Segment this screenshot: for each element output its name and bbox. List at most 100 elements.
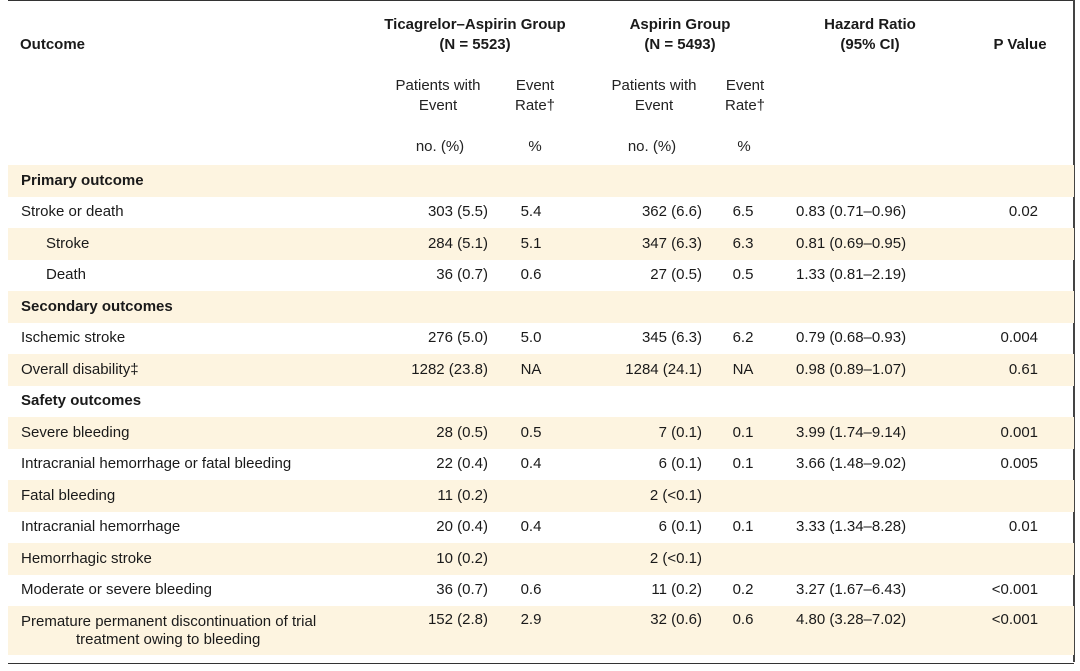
cell-hazard-ratio: 0.79 (0.68–0.93) [796,329,907,347]
cell-p-value: <0.001 [991,581,1039,599]
cell-p-value: 0.001 [967,417,1075,449]
table-row: Overall disability‡ 1282 (23.8) NA 1284 … [8,354,1075,386]
cell-g2-count: 347 (6.3) [574,228,702,260]
cell-g2-count: 362 (6.6) [641,203,702,221]
units-g2-count: no. (%) [627,138,677,155]
cell-g1-count: 1282 (23.8) [368,354,488,386]
cell-p-value [967,480,1075,512]
cell-hazard-ratio [784,480,967,512]
cell-hazard-ratio: 0.83 (0.71–0.96) [796,203,907,221]
header-p-value: P Value [993,36,1047,53]
subheader-g1-patients: Patients with Event [395,77,481,114]
cell-g1-rate: 0.4 [520,518,542,536]
cell-p-value [967,260,1074,292]
cell-g2-count: 6 (0.1) [658,455,702,473]
cell-hazard-ratio [784,543,967,575]
cell-hazard-ratio: 3.27 (1.67–6.43) [796,581,907,599]
row-label: Moderate or severe bleeding [21,581,212,599]
cell-g2-rate [702,543,784,575]
cell-g1-count: 284 (5.1) [368,228,488,260]
cell-p-value [967,543,1075,575]
cell-p-value: 0.004 [1000,329,1039,347]
cell-g1-rate: 0.6 [520,581,542,599]
section-row-secondary: Secondary outcomes [8,291,1075,323]
subheader-g2-rate: Event Rate† [724,77,766,114]
row-label-line1: Premature permanent discontinuation of t… [21,612,317,630]
table-row: Ischemic stroke 276 (5.0) 5.0 345 (6.3) … [8,323,1074,355]
cell-g2-count: 345 (6.3) [641,329,702,347]
section-label: Safety outcomes [21,392,142,410]
cell-g2-count: 2 (<0.1) [574,480,702,512]
cell-g1-rate: NA [488,354,574,386]
table-row: Stroke 284 (5.1) 5.1 347 (6.3) 6.3 0.81 … [8,228,1075,260]
cell-g1-count: 10 (0.2) [368,543,488,575]
cell-g1-rate: 0.4 [520,455,542,473]
cell-g1-rate: 0.6 [520,266,542,284]
table-row: Stroke or death 303 (5.5) 5.4 362 (6.6) … [8,197,1074,229]
section-label: Secondary outcomes [8,291,1075,323]
cell-g2-count: 6 (0.1) [658,518,702,536]
cell-g2-rate: 0.6 [702,606,784,655]
header-outcome: Outcome [20,36,86,53]
cell-hazard-ratio: 4.80 (3.28–7.02) [784,606,967,655]
cell-g2-count: 1284 (24.1) [574,354,702,386]
row-label: Stroke or death [21,203,124,221]
cell-g1-rate: 5.1 [488,228,574,260]
cell-g1-count: 11 (0.2) [368,480,488,512]
cell-g1-rate: 0.5 [488,417,574,449]
cell-hazard-ratio: 3.66 (1.48–9.02) [796,455,907,473]
cell-p-value [967,228,1075,260]
cell-g1-count: 303 (5.5) [427,203,488,221]
table-right-border [1073,0,1075,662]
header-group2-title: Aspirin Group [629,16,731,33]
row-label: Stroke [8,228,368,260]
cell-p-value: 0.61 [967,354,1075,386]
table-row: Death 36 (0.7) 0.6 27 (0.5) 0.5 1.33 (0.… [8,260,1074,292]
table-row: Fatal bleeding 11 (0.2) 2 (<0.1) [8,480,1075,512]
cell-g2-count: 2 (<0.1) [574,543,702,575]
cell-g2-rate: NA [702,354,784,386]
cell-p-value: <0.001 [967,606,1075,655]
cell-g1-count: 276 (5.0) [427,329,488,347]
cell-g2-rate: 6.2 [732,329,754,347]
table-row: Severe bleeding 28 (0.5) 0.5 7 (0.1) 0.1… [8,417,1075,449]
cell-g1-count: 152 (2.8) [368,606,488,655]
cell-g2-rate: 0.1 [732,455,754,473]
cell-g1-count: 36 (0.7) [436,581,488,599]
table-row: Moderate or severe bleeding 36 (0.7) 0.6… [8,575,1074,607]
cell-g2-rate: 6.5 [732,203,754,221]
cell-g1-count: 28 (0.5) [368,417,488,449]
cell-g2-rate: 0.1 [702,417,784,449]
table-row: Hemorrhagic stroke 10 (0.2) 2 (<0.1) [8,543,1075,575]
header-group1-title: Ticagrelor–Aspirin Group [384,16,566,33]
row-label: Overall disability‡ [8,354,368,386]
subheader-g2-patients: Patients with Event [611,77,697,114]
section-row-primary: Primary outcome [8,165,1075,197]
subheader-g1-rate: Event Rate† [514,77,556,114]
cell-hazard-ratio: 3.33 (1.34–8.28) [796,518,907,536]
header-hazard-ci: (95% CI) [840,36,900,53]
cell-g1-rate [488,543,574,575]
cell-g1-rate: 5.4 [520,203,542,221]
row-label: Fatal bleeding [8,480,368,512]
cell-g2-rate [702,480,784,512]
table-row: Intracranial hemorrhage or fatal bleedin… [8,449,1074,481]
row-label: Severe bleeding [8,417,368,449]
cell-g2-count: 32 (0.6) [574,606,702,655]
cell-g1-count: 20 (0.4) [436,518,488,536]
header-group1-n: (N = 5523) [439,36,511,53]
cell-g2-count: 11 (0.2) [651,581,702,599]
table-row: Intracranial hemorrhage 20 (0.4) 0.4 6 (… [8,512,1074,544]
header-group2-n: (N = 5493) [644,36,716,53]
cell-hazard-ratio: 1.33 (0.81–2.19) [796,266,907,284]
cell-p-value: 0.005 [1000,455,1039,473]
cell-g1-rate [488,480,574,512]
table-row: Premature permanent discontinuation of t… [8,606,1075,655]
row-label: Hemorrhagic stroke [8,543,368,575]
cell-g2-rate: 0.1 [732,518,754,536]
cell-g2-count: 7 (0.1) [574,417,702,449]
row-label: Ischemic stroke [21,329,126,347]
cell-p-value: 0.01 [1008,518,1039,536]
row-label-line2: treatment owing to bleeding [76,630,261,648]
cell-g1-rate: 5.0 [520,329,542,347]
